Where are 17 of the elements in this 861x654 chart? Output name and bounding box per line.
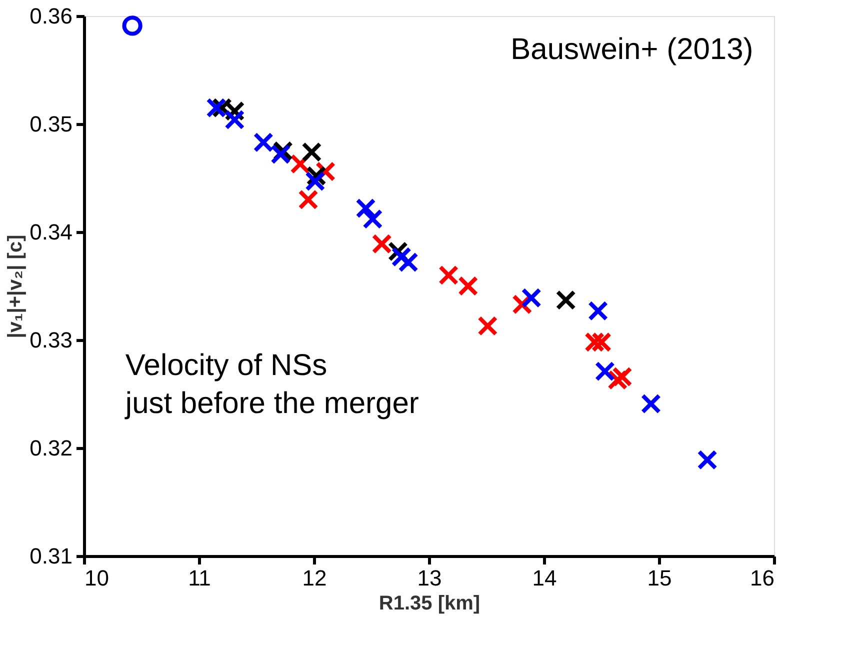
- y-tick-label: 0.36: [30, 4, 72, 28]
- x-tick-label: 11: [188, 566, 211, 590]
- x-tick-label: 12: [302, 566, 327, 590]
- y-tick-label: 0.32: [30, 436, 72, 460]
- y-tick-label: 0.33: [30, 328, 72, 352]
- annotation: Velocity of NSs just before the merger: [124, 348, 419, 420]
- x-axis-title: R1.35 [km]: [378, 592, 480, 614]
- x-tick-label: 13: [417, 566, 442, 590]
- x-tick-label: 10: [84, 566, 109, 590]
- x-tick-label: 15: [647, 566, 672, 590]
- y-tick-label: 0.34: [30, 220, 72, 244]
- annotation: Bauswein+ (2013): [510, 32, 754, 66]
- y-tick-label: 0.31: [30, 544, 72, 568]
- x-tick-label: 14: [532, 566, 557, 590]
- y-tick-label: 0.35: [30, 112, 72, 136]
- y-axis-title: |v₁|+|v₂| [c]: [4, 234, 27, 338]
- x-tick-label: 16: [750, 566, 774, 590]
